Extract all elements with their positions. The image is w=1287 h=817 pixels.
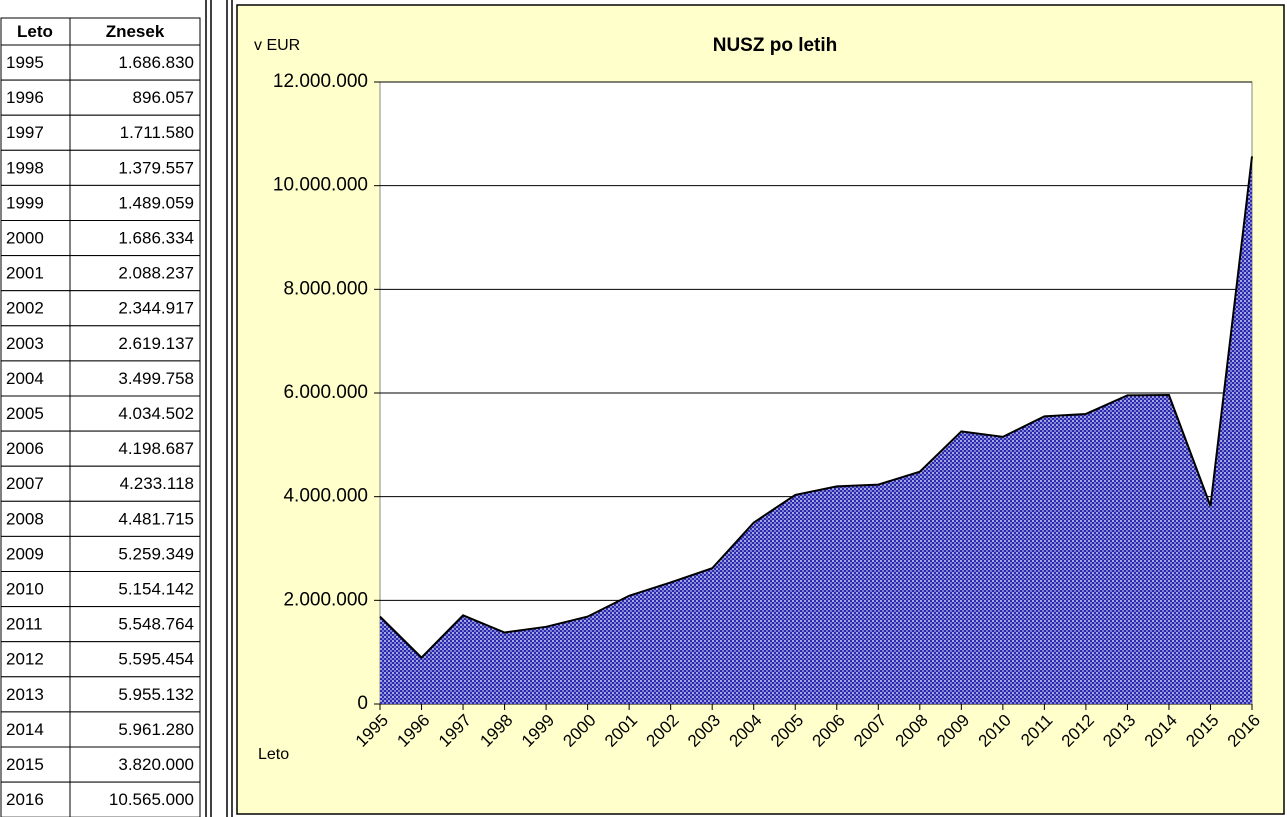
table-year: 2010 [6, 580, 44, 599]
table-amount: 1.379.557 [118, 158, 194, 177]
table-cell [69, 360, 201, 397]
table-year: 2009 [6, 544, 44, 563]
table-header: Leto [17, 22, 53, 41]
table-amount: 2.344.917 [118, 299, 194, 318]
table-year: 2015 [6, 755, 44, 774]
table-amount: 1.686.334 [118, 229, 194, 248]
table-cell [0, 430, 71, 467]
table-amount: 1.489.059 [118, 193, 194, 212]
table-amount: 4.034.502 [118, 404, 194, 423]
table-year: 2012 [6, 650, 44, 669]
table-cell [69, 325, 201, 362]
table-amount: 2.088.237 [118, 264, 194, 283]
table-amount: 5.154.142 [118, 580, 194, 599]
table-year: 2000 [6, 229, 44, 248]
table-header: Znesek [106, 22, 165, 41]
y-tick-label: 12.000.000 [273, 71, 368, 92]
table-year: 1997 [6, 123, 44, 142]
table-amount: 4.481.715 [118, 509, 194, 528]
table-year: 2011 [6, 615, 43, 634]
table-cell [69, 395, 201, 432]
y-tick-label: 8.000.000 [283, 278, 368, 299]
table-amount: 1.686.830 [118, 53, 194, 72]
y-tick-label: 2.000.000 [283, 589, 368, 610]
table-amount: 3.499.758 [118, 369, 194, 388]
table-cell [0, 711, 71, 748]
table-amount: 5.548.764 [118, 615, 194, 634]
table-year: 2005 [6, 404, 44, 423]
table-amount: 10.565.000 [109, 790, 194, 809]
table-amount: 5.955.132 [118, 685, 194, 704]
table-cell [69, 746, 201, 783]
table-cell [69, 220, 201, 257]
table-cell [0, 606, 71, 643]
table-cell [69, 149, 201, 186]
y-tick-label: 0 [357, 693, 368, 714]
table-year: 2008 [6, 509, 44, 528]
table-year: 2007 [6, 474, 44, 493]
table-amount: 896.057 [133, 88, 194, 107]
table-year: 1996 [6, 88, 44, 107]
table-cell [69, 79, 201, 116]
table-cell [69, 290, 201, 327]
table-year: 2001 [6, 264, 44, 283]
table-amount: 5.595.454 [118, 650, 194, 669]
table-cell [0, 325, 71, 362]
y-tick-label: 4.000.000 [283, 486, 368, 507]
table-amount: 2.619.137 [118, 334, 194, 353]
table-cell [69, 44, 201, 81]
y-tick-label: 6.000.000 [283, 382, 368, 403]
table-cell [0, 641, 71, 678]
table-year: 2016 [6, 790, 44, 809]
table-cell [69, 430, 201, 467]
table-cell [0, 535, 71, 573]
table-cell [0, 465, 71, 502]
table-amount: 5.961.280 [118, 720, 194, 739]
table-year: 1998 [6, 158, 44, 177]
table-year: 1995 [6, 53, 44, 72]
chart-title: NUSZ po letih [713, 35, 838, 56]
table-year: 2013 [6, 685, 44, 704]
table-cell [69, 465, 201, 502]
table-cell [0, 184, 71, 221]
y-axis-label: v EUR [254, 37, 300, 54]
table-cell [0, 781, 71, 817]
table-cell [69, 184, 201, 221]
table-amount: 1.711.580 [120, 123, 194, 142]
table-cell [69, 535, 201, 573]
table-cell [0, 44, 71, 81]
table-amount: 3.820.000 [118, 755, 194, 774]
area [380, 156, 1252, 704]
table-header-cell [0, 17, 71, 46]
line [379, 156, 1253, 659]
table-year: 2003 [6, 334, 44, 353]
table-year: 2006 [6, 439, 44, 458]
y-tick-label: 10.000.000 [273, 175, 368, 196]
x-axis-label: Leto [258, 746, 289, 763]
table-year: 2004 [6, 369, 44, 388]
table-amount: 4.233.118 [120, 474, 194, 493]
table-amount: 5.259.349 [118, 544, 194, 563]
table-cell [69, 255, 201, 292]
table-year: 2002 [6, 299, 44, 318]
table-cell [69, 676, 201, 713]
table-cell [69, 571, 201, 608]
table-year: 1999 [6, 193, 44, 212]
table-cell [0, 500, 71, 537]
table-year: 2014 [6, 720, 44, 739]
table-cell [69, 781, 201, 817]
table-cell [0, 149, 71, 186]
table-cell [69, 114, 201, 151]
table-amount: 4.198.687 [118, 439, 194, 458]
